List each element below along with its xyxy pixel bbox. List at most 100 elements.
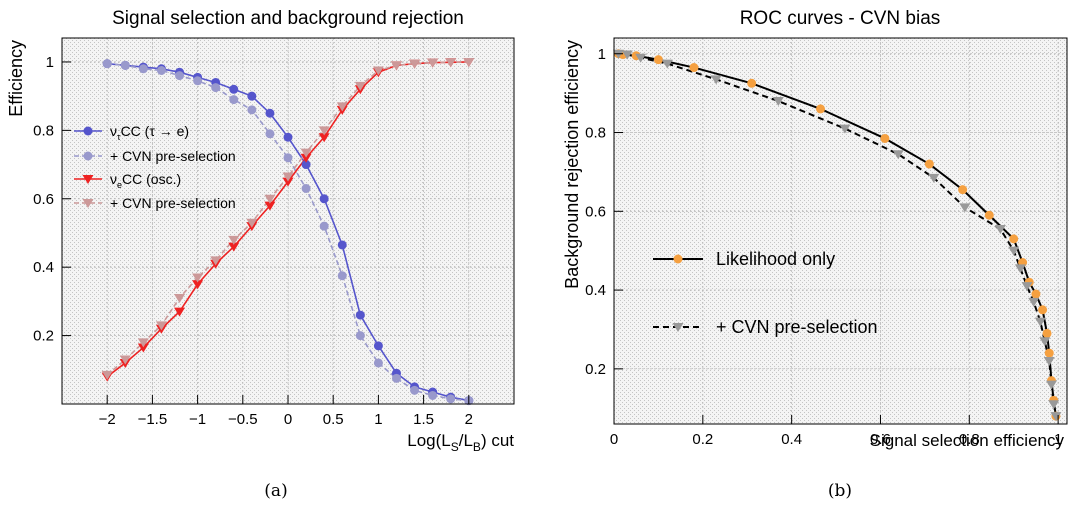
y-tick-label: 0.8 xyxy=(585,125,606,142)
data-point-series-1 xyxy=(892,150,904,160)
x-tick-label: −1 xyxy=(189,411,206,428)
x-axis-label: Signal selection efficiency xyxy=(870,431,1065,450)
efficiency-chart: −2 −1.5 −1 −0.5 0 0.5 1 1.5 2 0.2 0.4 0.6 0.8 1 Signa… xyxy=(6,8,515,501)
data-point-series-1 xyxy=(211,83,221,93)
x-tick-label: −0.5 xyxy=(228,411,258,428)
data-point-series-0 xyxy=(265,108,275,118)
data-point-series-1 xyxy=(1050,412,1062,422)
data-point-series-1 xyxy=(1034,317,1046,327)
data-point-series-1 xyxy=(621,50,633,60)
data-point-series-0 xyxy=(689,63,699,73)
data-point-series-1 xyxy=(247,105,257,115)
data-point-series-0 xyxy=(653,55,663,65)
data-point-series-1 xyxy=(229,95,239,105)
data-point-series-1 xyxy=(928,173,940,183)
y-tick-label: 0.4 xyxy=(33,259,54,276)
legend-marker-nue-cvn xyxy=(82,199,94,208)
legend-label-nue-cvn: + CVN pre-selection xyxy=(110,195,236,211)
data-point-series-3 xyxy=(228,235,240,245)
x-tick-label: 0.5 xyxy=(323,411,344,428)
chart-title: Signal selection and background rejectio… xyxy=(112,8,464,29)
data-point-series-3 xyxy=(210,256,222,266)
data-point-series-1 xyxy=(301,184,311,194)
legend-entry-cvn: + CVN pre-selection xyxy=(653,317,878,337)
series-line-3 xyxy=(106,61,469,376)
data-point-series-3 xyxy=(155,321,167,331)
data-point-series-1 xyxy=(156,65,166,75)
data-point-series-1 xyxy=(428,390,438,400)
data-point-series-1 xyxy=(410,385,420,395)
data-point-series-1 xyxy=(1039,337,1051,347)
chart-title: ROC curves - CVN bias xyxy=(740,8,941,29)
data-point-series-3 xyxy=(101,370,113,380)
data-point-series-3 xyxy=(119,355,131,365)
data-point-series-2 xyxy=(318,133,330,143)
legend-marker-nue xyxy=(82,175,94,184)
x-tick-label: 0.2 xyxy=(692,431,713,448)
data-point-series-1 xyxy=(391,373,401,383)
data-point-series-0 xyxy=(1038,305,1048,315)
data-point-series-1 xyxy=(446,394,456,404)
data-point-series-2 xyxy=(192,280,204,290)
legend-entry-nue: νeCC (osc.) xyxy=(74,171,181,190)
data-point-series-1 xyxy=(710,75,722,85)
data-point-series-0 xyxy=(301,160,311,170)
legend-label-nutau-cvn: + CVN pre-selection xyxy=(110,148,236,164)
x-tick-label: 0.8 xyxy=(959,431,980,448)
legend-marker-likelihood xyxy=(673,254,683,264)
data-point-series-1 xyxy=(1048,400,1060,410)
y-tick-label: 0.4 xyxy=(585,282,606,299)
y-tick-label: 0.6 xyxy=(585,203,606,220)
legend-entry-likelihood: Likelihood only xyxy=(653,249,835,269)
x-tick-label: 0 xyxy=(610,431,618,448)
data-point-series-1 xyxy=(1028,297,1040,307)
y-tick-label: 0.6 xyxy=(33,191,54,208)
data-point-series-0 xyxy=(880,133,890,143)
plot-area-background xyxy=(62,38,514,404)
data-point-series-0 xyxy=(247,91,257,101)
data-point-series-3 xyxy=(372,66,384,76)
data-point-series-0 xyxy=(229,84,239,94)
legend-label-likelihood: Likelihood only xyxy=(716,249,835,269)
y-axis-label: Background rejection efficiency xyxy=(562,40,582,289)
data-point-series-3 xyxy=(174,293,186,303)
x-tick-label: 2 xyxy=(465,411,473,428)
x-axis-label: Log(LS/LB) cut xyxy=(407,431,514,454)
data-point-series-2 xyxy=(300,153,312,163)
data-point-series-1 xyxy=(1014,264,1026,274)
data-point-series-1 xyxy=(319,221,329,231)
x-tick-label: −2 xyxy=(99,411,116,428)
x-tick-label: 1 xyxy=(1054,431,1062,448)
legend: Likelihood only + CVN pre-selection xyxy=(653,249,878,337)
legend-label-cvn: + CVN pre-selection xyxy=(716,317,878,337)
data-point-series-3 xyxy=(300,148,312,158)
legend: ντCC (τ → e) + CVN pre-selection νeCC (o… xyxy=(74,123,236,211)
data-point-series-1 xyxy=(175,71,185,81)
x-tick-label: 0.4 xyxy=(781,431,802,448)
data-point-series-0 xyxy=(283,132,293,142)
data-point-series-2 xyxy=(137,343,149,353)
data-point-series-0 xyxy=(958,185,968,195)
legend-label-nue: νeCC (osc.) xyxy=(110,171,181,190)
data-point-series-3 xyxy=(445,58,457,68)
data-point-series-3 xyxy=(336,102,348,112)
data-point-series-0 xyxy=(1031,289,1041,299)
data-point-series-1 xyxy=(994,225,1006,235)
data-point-series-3 xyxy=(137,338,149,348)
data-point-series-1 xyxy=(839,124,851,134)
data-point-series-0 xyxy=(1044,348,1054,358)
legend-marker-cvn xyxy=(672,323,684,332)
x-label-subscript-b: B xyxy=(473,440,481,454)
plot-area-frame xyxy=(613,37,1068,425)
data-point-series-1 xyxy=(1021,282,1033,292)
y-tick-label: 0.2 xyxy=(585,361,606,378)
data-point-series-1 xyxy=(283,153,293,163)
data-point-series-1 xyxy=(635,53,647,63)
data-point-series-0 xyxy=(355,310,365,320)
data-point-series-3 xyxy=(409,59,421,69)
data-point-series-1 xyxy=(120,60,130,70)
data-point-series-2 xyxy=(282,177,294,187)
data-point-series-3 xyxy=(463,57,475,67)
data-point-series-1 xyxy=(1045,380,1057,390)
data-point-series-3 xyxy=(318,126,330,136)
